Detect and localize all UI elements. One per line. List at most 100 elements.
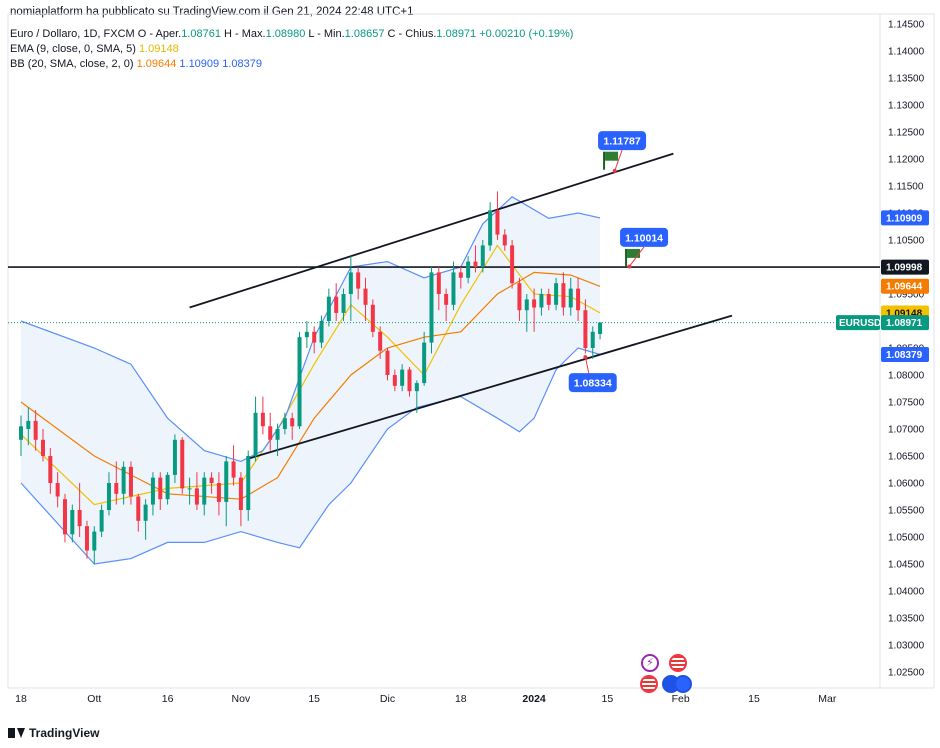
x-tick-label: Feb bbox=[672, 693, 690, 705]
candle-body bbox=[385, 350, 390, 375]
candle-body bbox=[458, 272, 463, 278]
candle-body bbox=[282, 418, 287, 429]
candle-body bbox=[114, 483, 119, 494]
x-tick-label: 15 bbox=[602, 693, 614, 705]
candle-body bbox=[356, 272, 361, 289]
y-tick-label: 1.09500 bbox=[888, 290, 925, 301]
candle-body bbox=[392, 375, 397, 386]
x-tick-label: 2024 bbox=[522, 693, 546, 705]
candle-body bbox=[246, 456, 251, 510]
annotation-callout: 1.10014 bbox=[620, 227, 669, 247]
annotation-callout: 1.11787 bbox=[598, 131, 647, 151]
ema-legend[interactable]: EMA (9, close, 0, SMA, 5) 1.09148 bbox=[10, 43, 179, 55]
low-value: 1.08657 bbox=[344, 28, 385, 40]
price-axis-label: 1.09998 bbox=[886, 263, 923, 274]
candle-body bbox=[194, 488, 199, 505]
x-tick-label: 18 bbox=[455, 693, 467, 705]
candle-body bbox=[400, 369, 405, 386]
candle-body bbox=[40, 439, 45, 456]
price-axis-label-bg bbox=[881, 210, 929, 226]
candle-body bbox=[55, 483, 60, 497]
candle-body bbox=[297, 337, 302, 427]
price-axis-label-bg bbox=[881, 278, 929, 294]
price-axis-label: 1.10909 bbox=[886, 213, 923, 224]
bb-lower-value: 1.08379 bbox=[222, 58, 262, 70]
candle-body bbox=[290, 418, 295, 427]
price-axis-label-bg bbox=[881, 315, 929, 331]
annotation-text: 1.11787 bbox=[603, 136, 641, 148]
candle-body bbox=[84, 526, 89, 551]
candle-body bbox=[180, 439, 185, 489]
price-axis-label-bg bbox=[881, 347, 929, 363]
x-tick-label: 15 bbox=[748, 693, 760, 705]
candle-body bbox=[253, 412, 258, 456]
symbol-title[interactable]: Euro / Dollaro, 1D, FXCM bbox=[10, 28, 135, 40]
y-tick-label: 1.07000 bbox=[888, 425, 925, 436]
candle-body bbox=[77, 510, 82, 527]
annotation-target-dot bbox=[612, 168, 617, 173]
y-tick-label: 1.04500 bbox=[888, 560, 925, 571]
candle-body bbox=[165, 474, 170, 500]
candle-body bbox=[378, 331, 383, 351]
annotation-callout: 1.08334 bbox=[568, 373, 617, 393]
annotation-box bbox=[598, 131, 647, 151]
candle-body bbox=[546, 294, 551, 305]
candle-body bbox=[524, 299, 529, 311]
candle-body bbox=[268, 426, 273, 440]
series-line-ema-9 bbox=[20, 244, 601, 506]
candle-body bbox=[488, 210, 493, 246]
candle-body bbox=[19, 426, 23, 440]
bb-basis-value: 1.09644 bbox=[136, 58, 177, 70]
candle-body bbox=[480, 245, 485, 267]
candle-body bbox=[539, 294, 544, 308]
annotation-pointer bbox=[614, 150, 623, 172]
us-flag-event-icon-2[interactable] bbox=[640, 675, 658, 693]
candle-body bbox=[224, 461, 229, 502]
candle-body bbox=[319, 321, 324, 343]
candle-body bbox=[128, 466, 133, 497]
price-axis-label: 1.08379 bbox=[886, 350, 923, 361]
candle-body bbox=[260, 412, 265, 427]
candle-body bbox=[348, 272, 353, 294]
candle-body bbox=[33, 420, 38, 440]
candle-body bbox=[495, 210, 500, 235]
candle-body bbox=[62, 499, 67, 535]
series-line-bb-lower bbox=[20, 347, 601, 565]
y-tick-label: 1.12000 bbox=[888, 155, 925, 166]
y-tick-label: 1.03000 bbox=[888, 641, 925, 652]
low-label: L - Min. bbox=[308, 28, 345, 40]
annotation-box bbox=[620, 227, 669, 247]
tradingview-logo[interactable]: TradingView bbox=[8, 726, 99, 740]
candle-body bbox=[326, 296, 331, 321]
price-axis-label: 1.08971 bbox=[886, 318, 923, 329]
candle-body bbox=[92, 531, 97, 551]
candle-body bbox=[568, 288, 573, 308]
candle-body bbox=[334, 296, 339, 313]
bb-label: BB (20, SMA, close, 2, 0) bbox=[10, 58, 134, 70]
candle-body bbox=[370, 304, 375, 332]
y-tick-label: 1.04000 bbox=[888, 587, 925, 598]
x-tick-label: Nov bbox=[232, 693, 251, 705]
lightning-event-icon[interactable]: ⚡ bbox=[641, 654, 659, 672]
candle-body bbox=[143, 504, 148, 521]
y-tick-label: 1.08000 bbox=[888, 371, 925, 382]
high-label: H - Max. bbox=[224, 28, 266, 40]
candle-body bbox=[209, 477, 214, 483]
publisher-line: nomiaplatform ha pubblicato su TradingVi… bbox=[10, 6, 414, 18]
candle-body bbox=[502, 234, 507, 246]
price-axis-label: 1.09644 bbox=[886, 282, 923, 293]
candle-body bbox=[150, 477, 155, 505]
tradingview-logo-icon bbox=[8, 728, 25, 738]
y-tick-label: 1.10500 bbox=[888, 236, 925, 247]
y-tick-label: 1.14000 bbox=[888, 47, 925, 58]
us-flag-event-icon[interactable] bbox=[669, 654, 687, 672]
bb-legend[interactable]: BB (20, SMA, close, 2, 0) 1.09644 1.1090… bbox=[10, 58, 262, 70]
candle-body bbox=[158, 477, 163, 500]
candle-body bbox=[312, 331, 317, 343]
open-label: O - Aper. bbox=[137, 28, 182, 40]
channel-trendline-2 bbox=[247, 314, 733, 460]
candle-body bbox=[136, 496, 141, 521]
candle-body bbox=[444, 294, 449, 305]
eu-flag-event-icon-2[interactable] bbox=[674, 675, 692, 693]
